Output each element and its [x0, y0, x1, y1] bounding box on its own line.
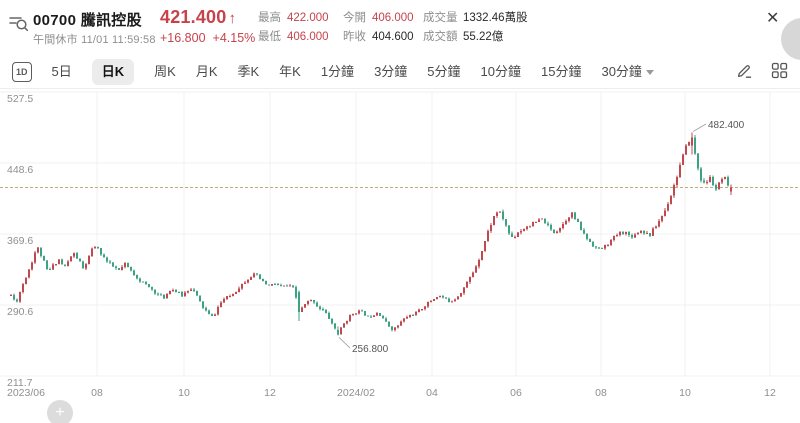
stat-row: 成交額 55.22億 — [423, 28, 553, 47]
quote-stats: 最高 422.000 最低 406.000 今開 406.000 昨收 404.600 成交量 1… — [258, 9, 553, 47]
stat-label: 成交量 — [423, 12, 458, 24]
x-axis-label: 08 — [91, 387, 103, 399]
stat-value: 422.000 — [287, 12, 329, 24]
tab-1D[interactable]: 1D — [12, 61, 32, 82]
stat-value: 55.22億 — [463, 31, 504, 43]
stat-label: 今開 — [343, 12, 366, 24]
stat-label: 昨收 — [343, 31, 366, 43]
tab-5分鐘[interactable]: 5分鐘 — [427, 63, 461, 79]
stat-label: 最低 — [258, 31, 281, 43]
up-arrow-icon: ↑ — [228, 10, 237, 27]
tab-bar: 1D 5日 日K 周K 月K 季K 年K 1分鐘 3分鐘 5分鐘 10分鐘 15分鐘 30分鐘 — [0, 55, 800, 88]
tab-10分鐘[interactable]: 10分鐘 — [480, 63, 521, 79]
stat-row: 成交量 1332.46萬股 — [423, 9, 553, 28]
stat-value: 1332.46萬股 — [463, 12, 528, 24]
stat-column: 成交量 1332.46萬股 成交額 55.22億 — [423, 9, 553, 47]
draw-pencil-icon[interactable] — [736, 62, 753, 82]
tab-周K[interactable]: 周K — [154, 63, 176, 79]
stat-value: 404.600 — [372, 31, 414, 43]
close-icon[interactable]: ✕ — [766, 10, 780, 27]
y-axis-label: 448.6 — [7, 164, 33, 176]
tab-1分鐘[interactable]: 1分鐘 — [320, 63, 355, 79]
stat-row: 昨收 404.600 — [343, 28, 423, 47]
chart-layout-grid-icon[interactable] — [771, 62, 788, 82]
price-annotation: 482.400 — [708, 120, 745, 131]
x-axis-label: 12 — [264, 387, 276, 399]
y-axis-label: 527.5 — [7, 93, 33, 105]
x-axis-label: 10 — [679, 387, 691, 399]
last-price: 421.400 ↑ — [160, 7, 237, 27]
x-axis-label: 08 — [595, 387, 607, 399]
stat-value: 406.000 — [372, 12, 414, 24]
y-axis-label: 369.6 — [7, 235, 33, 247]
x-axis-label: 10 — [178, 387, 190, 399]
tab-年K[interactable]: 年K — [279, 63, 301, 79]
tab-3分鐘[interactable]: 3分鐘 — [374, 63, 408, 79]
price-change: +16.800 +4.15% — [160, 31, 256, 45]
floating-widget[interactable] — [781, 18, 800, 60]
x-axis-label: 04 — [426, 387, 438, 399]
tab-5日[interactable]: 5日 — [51, 63, 72, 79]
stat-row: 今開 406.000 — [343, 9, 423, 28]
stat-row: 最低 406.000 — [258, 28, 343, 47]
stat-label: 成交額 — [423, 31, 458, 43]
stat-value: 406.000 — [287, 31, 329, 43]
chevron-down-icon — [645, 69, 654, 75]
stat-column: 今開 406.000 昨收 404.600 — [343, 9, 423, 47]
symbol-title: 00700 騰訊控股 — [33, 12, 142, 29]
tab-月K[interactable]: 月K — [195, 63, 218, 79]
x-axis-label: 2023/06 — [7, 387, 45, 399]
quote-search-icon[interactable] — [8, 13, 30, 40]
tab-15分鐘[interactable]: 15分鐘 — [541, 63, 582, 79]
y-axis-label: 290.6 — [7, 306, 33, 318]
market-status: 午間休市 11/01 11:59:58 — [33, 34, 156, 46]
stat-label: 最高 — [258, 12, 281, 24]
chart-toolbar — [736, 62, 790, 82]
tab-日K[interactable]: 日K — [91, 58, 135, 85]
x-axis-label: 12 — [764, 387, 776, 399]
x-axis-label: 2024/02 — [337, 387, 375, 399]
y-axis-label: 211.7 — [7, 377, 33, 389]
price-annotation: 256.800 — [352, 344, 389, 355]
floating-plus-button[interactable]: + — [47, 400, 73, 423]
tab-30分鐘[interactable]: 30分鐘 — [601, 64, 654, 80]
tab-divider — [0, 88, 800, 89]
stat-row: 最高 422.000 — [258, 9, 343, 28]
x-axis-label: 06 — [510, 387, 522, 399]
stat-column: 最高 422.000 最低 406.000 — [258, 9, 343, 47]
tab-季K[interactable]: 季K — [237, 63, 260, 79]
